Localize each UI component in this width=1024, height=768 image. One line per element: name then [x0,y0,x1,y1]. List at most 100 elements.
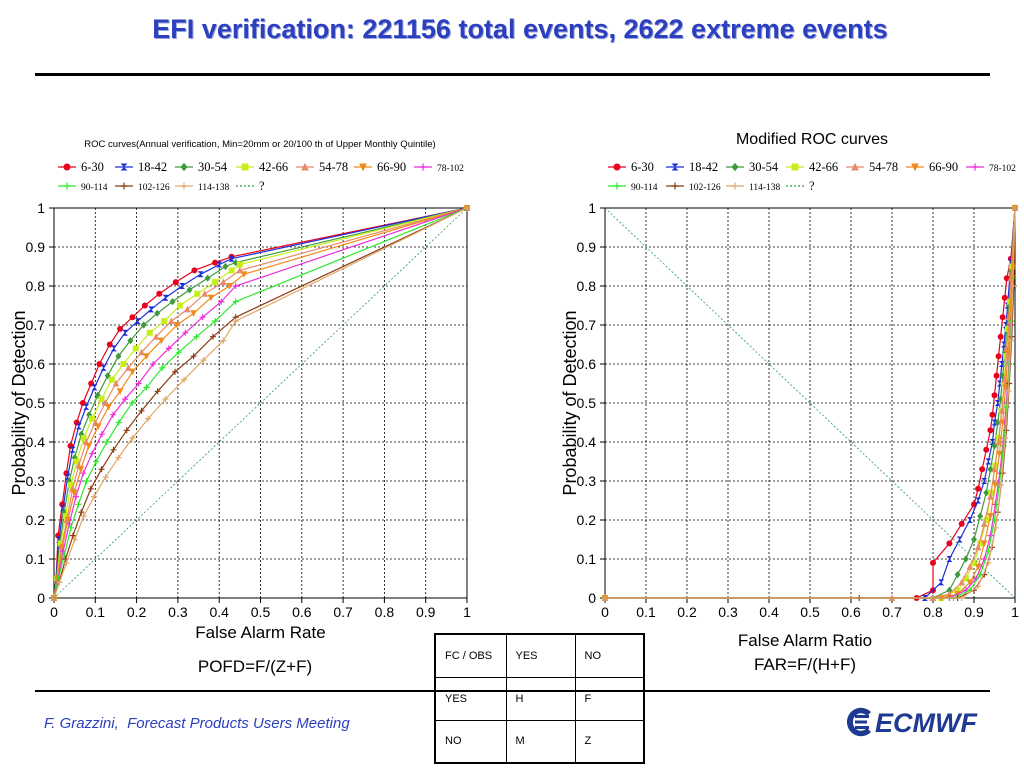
legend-label: 114-138 [198,183,230,193]
data-point [87,485,94,492]
legend-item: 30-54 [726,160,779,174]
data-point [991,392,998,399]
data-point [172,368,179,375]
y-tick-label: 0.5 [577,395,597,411]
data-point [80,513,87,520]
y-tick-label: 0.2 [26,512,46,528]
data-point [1009,283,1016,289]
data-point [129,368,136,376]
series [51,205,470,601]
x-tick-label: 0.7 [882,604,902,620]
data-point [129,314,136,321]
legend-item: 18-42 [666,160,718,174]
data-point [1005,388,1012,395]
data-point [987,532,994,539]
data-point [946,556,953,562]
data-point [987,465,994,473]
legend: 6-30 18-42 30-54 42-66 54-78 66-90 78-102 90-11… [58,160,464,193]
data-point [186,286,193,294]
data-point [88,415,95,422]
data-point [212,259,219,266]
table-cell: FC / OBS [434,633,507,678]
data-point [671,182,679,190]
table-cell: YES [505,633,576,678]
data-point [175,349,182,356]
data-point [232,259,239,267]
data-point [981,478,988,484]
contingency-table: FC / OBS YES NO YES H F NO M Z [434,633,645,764]
data-point [301,162,309,171]
data-point [122,396,129,403]
data-point [197,271,204,278]
legend-item: ? [236,179,265,193]
data-point [122,329,129,336]
data-point [176,302,183,309]
legend-label: 6-30 [631,160,654,174]
data-point [78,509,85,516]
far-label: False Alarm Ratio [737,631,873,650]
data-point [975,583,982,590]
data-point [108,376,115,383]
modified-roc-chart: Modified ROC curves 0 0.1 0.2 0.3 0.4 0.5 0.6 0.… [560,131,1019,620]
footer-divider [35,690,990,692]
legend-label: 30-54 [198,160,228,174]
x-tick-label: 0.2 [127,604,147,620]
data-point [179,283,186,289]
data-point [152,333,160,340]
y-tick-label: 0.5 [26,395,46,411]
ecmwf-logo-text: ECMWF [875,708,978,738]
chart-title: ROC curves(Annual verification, Min=20mm… [84,139,435,150]
data-point [143,384,150,391]
data-point [207,294,215,302]
legend-item: 42-66 [786,160,838,174]
legend: 6-30 18-42 30-54 42-66 54-78 66-90 78-102 90-11… [608,160,1016,193]
y-tick-label: 0.8 [577,278,597,294]
data-point [218,298,225,305]
y-tick-label: 0 [37,590,45,606]
y-tick-label: 0.6 [26,356,46,372]
data-point [180,162,188,172]
table-cell: M [505,719,576,764]
data-point [220,337,227,344]
table-cell: NO [574,633,645,678]
title-divider [35,73,990,76]
x-tick-label: 0.8 [375,604,395,620]
y-tick-label: 0.9 [577,239,597,255]
data-point [987,493,994,500]
data-point [77,466,85,473]
series-line [53,207,468,599]
data-point [731,162,739,172]
data-point [985,559,992,566]
table-cell: F [574,676,645,721]
x-tick-label: 0.1 [86,604,106,620]
y-tick-label: 1 [588,200,596,216]
data-point [996,450,1003,458]
pofd-formula: POFD=F/(Z+F) [197,657,313,676]
data-point [989,411,996,418]
y-tick-label: 0.4 [26,434,46,450]
data-point [851,162,859,171]
y-tick-label: 0.1 [577,551,597,567]
data-point [1002,435,1009,442]
legend-item: 102-126 [115,182,170,193]
data-point [993,372,1000,379]
data-point [115,352,122,360]
x-tick-label: 0.8 [923,604,943,620]
y-tick-label: 1 [37,200,45,216]
data-point [80,470,87,477]
data-point [977,540,984,547]
series [602,205,1018,601]
data-point [954,587,961,594]
data-point [182,329,189,336]
y-tick-label: 0.8 [26,278,46,294]
data-point [985,458,992,465]
data-point [971,535,977,544]
data-point [184,305,191,313]
legend-label: 18-42 [138,160,167,174]
data-point [954,571,961,579]
legend-label: 114-138 [749,183,781,193]
legend-item: 66-90 [906,160,958,174]
data-point [135,380,142,387]
data-point [995,353,1002,360]
x-tick-label: 0.5 [800,604,820,620]
